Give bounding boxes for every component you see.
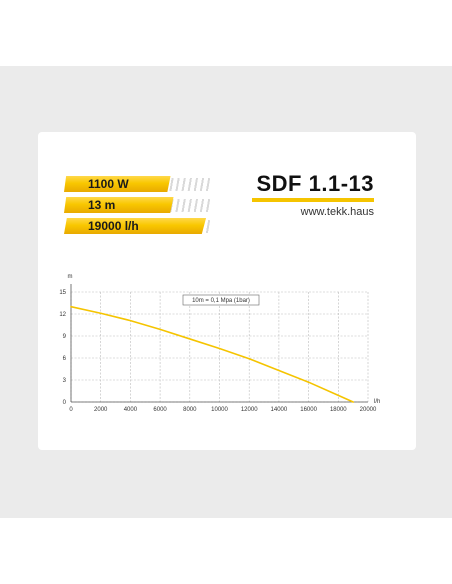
x-tick-label: 4000: [124, 407, 138, 413]
y-tick-label: 3: [63, 378, 67, 384]
model-name: SDF 1.1-13: [256, 171, 374, 196]
x-tick-label: 14000: [271, 407, 288, 413]
y-axis-label: m: [68, 274, 73, 280]
spec-bar-fill: [64, 197, 174, 213]
spec-bar-fill: [64, 218, 207, 234]
spec-bar-power: 1100 W: [64, 176, 212, 192]
x-tick-label: 8000: [183, 407, 197, 413]
x-tick-label: 10000: [211, 407, 228, 413]
spec-bar-fill: [64, 176, 171, 192]
y-tick-label: 0: [63, 400, 67, 406]
y-tick-label: 9: [63, 334, 67, 340]
y-tick-label: 12: [59, 312, 66, 318]
series-line: [70, 305, 354, 403]
x-tick-label: 18000: [330, 407, 347, 413]
spec-bar-head: 13 m: [64, 197, 212, 213]
spec-label-power: 1100 W: [88, 177, 129, 191]
x-tick-label: 6000: [153, 407, 167, 413]
spec-label-flow: 19000 l/h: [88, 219, 139, 233]
x-tick-label: 12000: [241, 407, 258, 413]
annotation-text: 10m = 0,1 Mpa (1bar): [192, 298, 250, 304]
x-tick-label: 16000: [300, 407, 317, 413]
x-axis-label: l/h: [374, 399, 380, 405]
spec-label-head: 13 m: [88, 198, 116, 212]
y-tick-label: 15: [59, 290, 66, 296]
x-tick-label: 2000: [94, 407, 108, 413]
x-tick-label: 0: [69, 407, 73, 413]
model-underline: [252, 198, 374, 202]
y-tick-label: 6: [63, 356, 67, 362]
x-tick-label: 20000: [360, 407, 377, 413]
spec-bar-flow: 19000 l/h: [64, 218, 212, 234]
annotation-box: [182, 294, 260, 306]
website-link[interactable]: www.tekk.haus: [300, 206, 374, 218]
